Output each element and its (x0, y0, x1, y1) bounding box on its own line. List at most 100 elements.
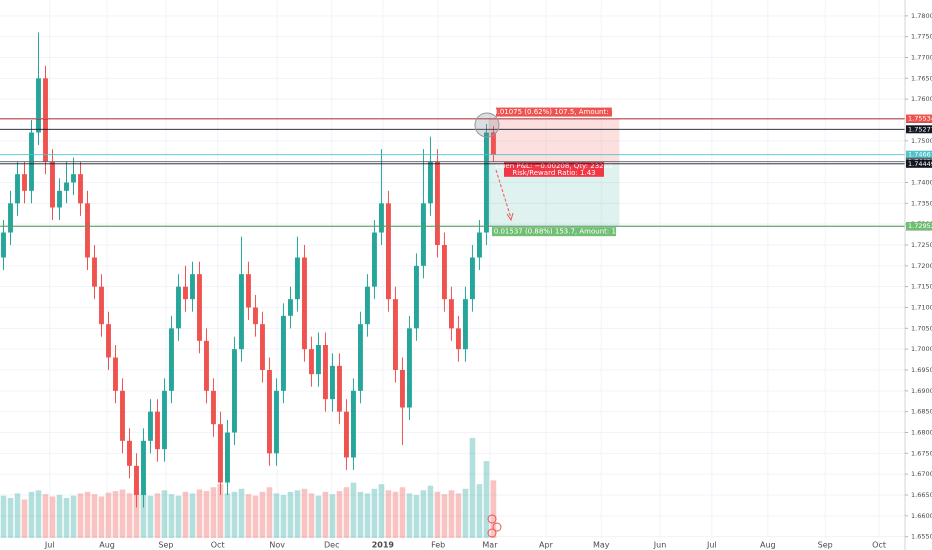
level-label: 1.72952 (908, 222, 932, 230)
x-tick-label: Sep (818, 541, 833, 550)
volume-bar (427, 485, 434, 538)
candle-body (78, 174, 83, 204)
volume-bar (357, 491, 364, 538)
volume-bar (133, 488, 140, 538)
volume-bar (35, 490, 42, 538)
candle-body (183, 286, 188, 300)
pnl-label-bg (503, 161, 604, 177)
x-tick-label: Sep (158, 541, 173, 550)
arrow (495, 169, 512, 219)
volume-bar (70, 495, 77, 538)
volume-bar (77, 493, 84, 538)
volume-bar (154, 493, 161, 538)
candle-body (281, 315, 286, 391)
volume-bar (140, 491, 147, 538)
volume-bar (322, 491, 329, 538)
target-label: Target: 0.01537 (0.88%) 153.7, Amount: 1… (467, 228, 641, 236)
level-label: 1.74667 (908, 151, 932, 159)
candle-body (43, 78, 48, 162)
y-tick-label: 1.77000 (911, 54, 932, 62)
candle-body (316, 345, 321, 375)
candle-body (393, 299, 398, 370)
candle-body (239, 274, 244, 350)
candle-body (113, 357, 118, 391)
volume-bar (336, 491, 343, 538)
candle-body (85, 203, 90, 258)
candle-body (190, 274, 195, 300)
y-tick-label: 1.75000 (911, 137, 932, 145)
candle-body (8, 203, 13, 233)
volume-bar (455, 493, 462, 538)
y-tick-label: 1.78000 (911, 12, 932, 20)
y-tick-label: 1.65500 (911, 533, 932, 541)
level-tag (906, 222, 932, 231)
volume-bar (182, 491, 189, 538)
volume-bar (175, 495, 182, 538)
volume-bar (350, 482, 357, 538)
candle-body (225, 432, 230, 483)
candle-body (106, 324, 111, 358)
volume-bar (14, 493, 21, 538)
y-tick-label: 1.72500 (911, 241, 932, 249)
volume-bar (105, 492, 112, 538)
volume-bar (98, 496, 105, 538)
candle-body (120, 390, 125, 441)
volume-bar (385, 490, 392, 538)
x-tick-label: Oct (872, 541, 886, 550)
candle-body (246, 274, 251, 308)
level-tag (906, 114, 932, 123)
y-tick-label: 1.71500 (911, 283, 932, 291)
volume-bar (287, 491, 294, 538)
level-label: 1.75277 (908, 125, 932, 133)
volume-bar (371, 488, 378, 538)
y-tick-label: 1.66000 (911, 512, 932, 520)
y-tick-label: 1.76500 (911, 74, 932, 82)
volume-bar (245, 494, 252, 538)
candle-body (428, 161, 433, 204)
candle-body (330, 365, 335, 400)
volume-bar (329, 494, 336, 538)
candle-body (169, 328, 174, 391)
candle-body (134, 465, 139, 495)
candle-body (407, 328, 412, 408)
candle-body (22, 174, 27, 191)
volume-bar (469, 438, 476, 538)
volume-bar (364, 493, 371, 538)
volume-bar (406, 493, 413, 538)
volume-bar (315, 495, 322, 538)
candle-body (253, 307, 258, 325)
candle-body (323, 345, 328, 400)
volume-bar (112, 491, 119, 538)
y-tick-label: 1.77500 (911, 33, 932, 41)
volume-bar (224, 493, 231, 538)
volume-bar (49, 496, 56, 538)
candle-body (483, 132, 489, 233)
event-icons (487, 514, 502, 538)
event-icon (492, 522, 502, 532)
y-tick-label: 1.73500 (911, 199, 932, 207)
candle-body (462, 299, 468, 350)
candle-body (141, 440, 146, 495)
volume-bar (490, 480, 497, 538)
level-tag (906, 125, 932, 134)
candle-body (295, 257, 300, 300)
y-tick-label: 1.66500 (911, 491, 932, 499)
x-tick-label: Feb (431, 541, 445, 550)
volume-bar (161, 490, 168, 538)
volume-bar (91, 494, 98, 538)
y-tick-label: 1.72000 (911, 262, 932, 270)
volume-bar (0, 495, 7, 538)
candle-body (260, 324, 265, 370)
candle-body (421, 203, 426, 266)
candle-body (155, 411, 160, 450)
volume-bar (217, 484, 224, 538)
volume-bar (343, 487, 350, 538)
arrow-head (506, 212, 514, 222)
volume-bar (259, 491, 266, 538)
candle-body (50, 161, 55, 208)
x-tick-label: Apr (539, 541, 554, 550)
volume-bar (280, 494, 287, 538)
stop-zone (488, 118, 620, 164)
volume-bar (266, 487, 273, 538)
